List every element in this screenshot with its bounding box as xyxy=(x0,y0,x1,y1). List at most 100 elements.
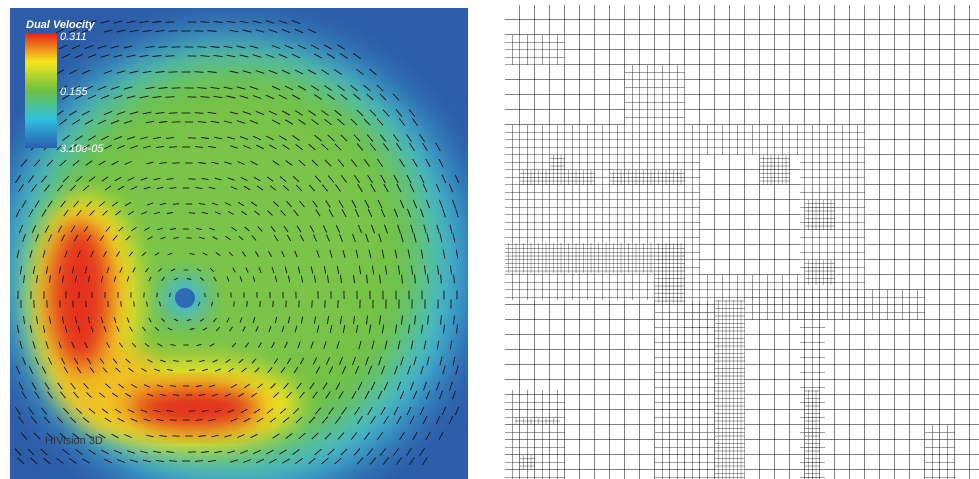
velocity-arrow xyxy=(41,209,47,217)
velocity-arrow xyxy=(316,250,320,258)
velocity-arrow xyxy=(169,146,177,148)
velocity-arrow xyxy=(369,143,377,151)
velocity-arrow xyxy=(414,274,416,284)
velocity-arrow xyxy=(214,211,222,215)
velocity-arrow xyxy=(228,251,234,257)
velocity-arrow xyxy=(168,112,178,114)
velocity-arrow xyxy=(145,267,149,273)
velocity-arrow xyxy=(170,268,176,272)
velocity-arrow xyxy=(160,359,166,363)
velocity-arrow xyxy=(155,30,165,32)
velocity-arrow xyxy=(102,210,108,216)
velocity-arrow xyxy=(255,458,265,464)
velocity-arrow xyxy=(127,450,135,454)
velocity-arrow xyxy=(409,457,415,465)
velocity-arrow xyxy=(158,46,168,48)
velocity-arrow xyxy=(396,183,402,193)
velocity-arrow xyxy=(334,143,342,151)
velocity-arrow xyxy=(379,448,387,456)
velocity-arrow xyxy=(100,20,110,24)
velocity-arrow xyxy=(145,86,155,90)
velocity-arrow xyxy=(327,448,335,456)
velocity-arrow xyxy=(244,383,250,389)
velocity-arrow xyxy=(126,54,136,58)
velocity-arrow xyxy=(286,234,292,242)
velocity-arrow xyxy=(85,160,93,166)
velocity-arrow xyxy=(127,177,135,181)
velocity-arrow xyxy=(110,86,120,90)
velocity-arrow xyxy=(89,367,95,373)
velocity-arrow xyxy=(265,94,275,100)
velocity-arrow xyxy=(422,415,428,425)
velocity-arrow xyxy=(111,160,119,166)
velocity-arrow xyxy=(426,233,430,243)
velocity-arrow xyxy=(452,390,456,400)
velocity-arrow xyxy=(140,409,148,413)
velocity-arrow xyxy=(213,276,217,282)
velocity-arrow xyxy=(327,134,335,142)
velocity-arrow xyxy=(406,448,412,456)
velocity-arrow xyxy=(30,416,38,424)
velocity-arrow xyxy=(139,95,149,99)
velocity-arrow xyxy=(31,184,37,192)
velocity-arrow xyxy=(42,250,46,258)
velocity-arrow xyxy=(208,418,216,422)
velocity-arrow xyxy=(239,136,249,140)
velocity-arrow xyxy=(239,317,243,323)
velocity-arrow xyxy=(266,449,274,455)
velocity-arrow xyxy=(142,29,152,33)
velocity-arrow xyxy=(49,275,51,283)
adaptive-mesh xyxy=(505,5,979,479)
velocity-arrow xyxy=(410,340,414,350)
velocity-arrow xyxy=(291,19,301,25)
velocity-arrow xyxy=(23,274,25,284)
velocity-arrow xyxy=(116,251,120,257)
velocity-arrow xyxy=(71,341,75,349)
velocity-arrow xyxy=(257,226,263,232)
velocity-arrow xyxy=(97,45,107,49)
velocity-arrow xyxy=(166,451,174,453)
velocity-arrow xyxy=(141,251,147,257)
velocity-arrow xyxy=(70,382,76,390)
velocity-arrow xyxy=(200,96,210,98)
velocity-arrow xyxy=(131,226,137,232)
velocity-arrow xyxy=(139,54,149,58)
velocity-arrow xyxy=(250,433,258,439)
velocity-arrow xyxy=(286,357,292,365)
velocity-arrow xyxy=(406,406,412,416)
velocity-arrow xyxy=(101,449,109,455)
velocity-arrow xyxy=(87,20,97,24)
velocity-arrow xyxy=(252,54,262,58)
velocity-arrow xyxy=(15,175,21,183)
velocity-arrow xyxy=(410,224,414,234)
velocity-arrow xyxy=(146,434,154,438)
velocity-arrow xyxy=(358,265,362,275)
velocity-arrow xyxy=(116,29,126,33)
velocity-arrow xyxy=(31,382,37,390)
velocity-arrow xyxy=(167,327,173,331)
velocity-arrow xyxy=(449,381,453,391)
velocity-arrow xyxy=(153,450,161,454)
velocity-arrow xyxy=(351,199,357,209)
velocity-arrow xyxy=(266,408,274,414)
velocity-arrow xyxy=(116,459,126,463)
velocity-arrow xyxy=(266,176,274,182)
velocity-arrow xyxy=(299,391,305,399)
velocity-arrow xyxy=(118,342,124,348)
velocity-arrow xyxy=(381,324,385,334)
velocity-arrow xyxy=(379,134,387,142)
velocity-arrow xyxy=(285,160,293,166)
velocity-arrow xyxy=(350,432,358,440)
velocity-arrow xyxy=(198,435,206,437)
legend-min: 3.10e-05 xyxy=(60,143,104,155)
velocity-arrow xyxy=(249,86,259,90)
velocity-arrow xyxy=(35,316,39,324)
velocity-arrow xyxy=(101,176,109,182)
velocity-arrow xyxy=(113,95,123,99)
velocity-arrow xyxy=(56,416,64,424)
velocity-arrow xyxy=(110,45,120,49)
velocity-arrow xyxy=(341,208,347,218)
velocity-arrow xyxy=(325,357,331,365)
velocity-arrow xyxy=(439,356,443,366)
velocity-arrow xyxy=(153,211,161,215)
